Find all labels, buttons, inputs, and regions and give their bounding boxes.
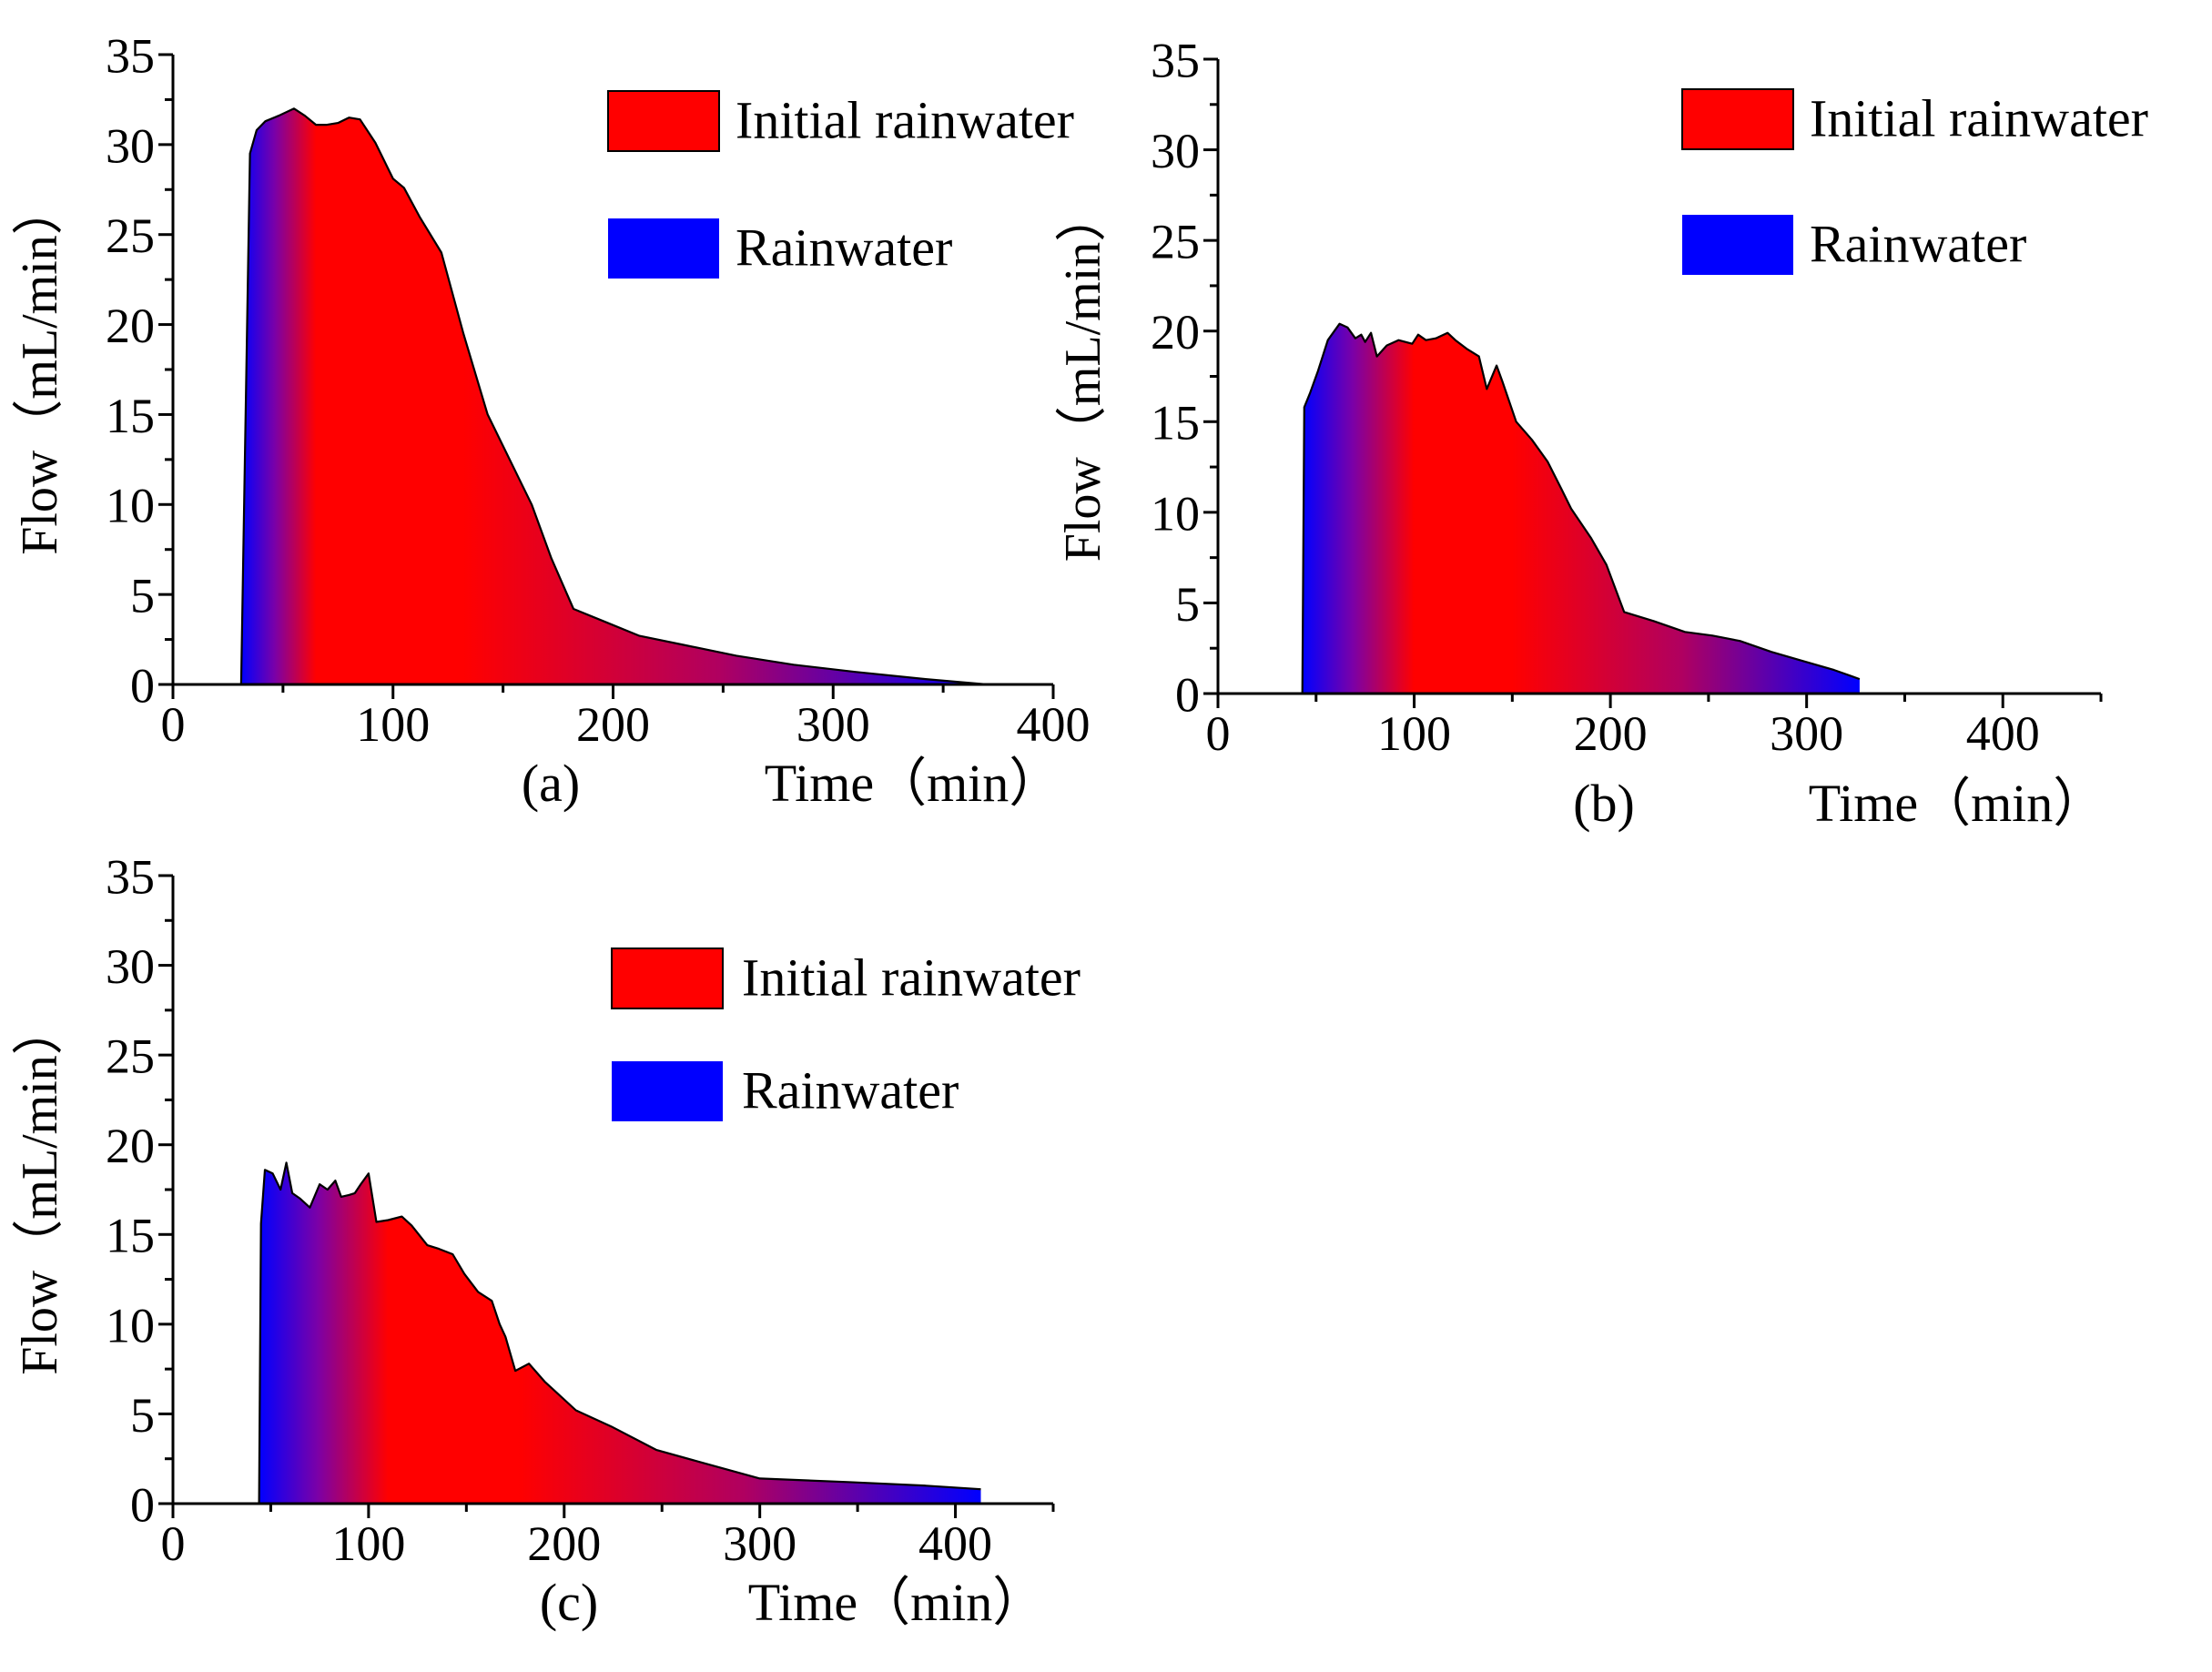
flow-outline (239, 107, 988, 686)
x-tick-label: 200 (1574, 706, 1648, 761)
chart-panel-c: 0 5 10 15 20 25 30 35 0 100 200 300 400 Flow（mL/min） (… (12, 849, 1081, 1632)
y-tick-label: 20 (106, 299, 155, 353)
legend-label-rainwater: Rainwater (736, 218, 952, 277)
y-tick-label: 5 (130, 569, 155, 623)
y-axis-label: Flow（mL/min） (12, 184, 68, 555)
y-tick-label: 30 (106, 118, 155, 173)
y-tick-label: 15 (1151, 396, 1200, 451)
legend-label-initial-rainwater: Initial rainwater (1810, 88, 2148, 147)
legend-swatch-rainwater (612, 1061, 723, 1121)
y-tick-label: 5 (130, 1388, 155, 1443)
y-tick-label: 30 (1151, 124, 1200, 178)
legend-swatch-initial-rainwater (1681, 88, 1794, 150)
chart-panel-b: 0 5 10 15 20 25 30 35 0 100 200 300 400 Flow（mL/min） (… (1055, 33, 2148, 833)
chart-panel-a: 0 5 10 15 20 25 30 35 0 100 200 300 400 Flow（mL/min） (… (12, 28, 1091, 813)
y-axis-label: Flow（mL/min） (12, 1004, 68, 1375)
y-tick-label: 15 (106, 389, 155, 443)
y-axis-label: Flow（mL/min） (1055, 191, 1111, 562)
panel-label: (a) (522, 754, 580, 813)
y-tick-label: 20 (1151, 305, 1200, 360)
x-tick-label: 400 (1017, 697, 1091, 752)
y-tick-label: 20 (106, 1119, 155, 1173)
y-tick-label: 15 (106, 1209, 155, 1263)
x-tick-label: 0 (161, 1516, 186, 1571)
y-tick-label: 25 (106, 1029, 155, 1084)
y-tick-label: 10 (106, 1298, 155, 1353)
flow-outline (1301, 322, 1861, 694)
legend-swatch-rainwater (608, 218, 719, 279)
x-tick-label: 300 (1770, 706, 1843, 761)
x-axis-label: Time（min） (1809, 774, 2106, 833)
x-tick-label: 300 (723, 1516, 797, 1571)
flow-area (1302, 323, 1860, 694)
x-axis-label: Time（min） (748, 1573, 1046, 1632)
panel-label: (c) (540, 1573, 598, 1632)
y-tick-label: 0 (130, 658, 155, 713)
legend-label-rainwater: Rainwater (1810, 214, 2026, 273)
y-tick-label: 30 (106, 939, 155, 994)
y-tick-label: 35 (106, 28, 155, 83)
legend-swatch-initial-rainwater (611, 947, 724, 1009)
x-tick-label: 100 (1377, 706, 1451, 761)
legend-label-initial-rainwater: Initial rainwater (742, 947, 1081, 1007)
x-tick-label: 200 (527, 1516, 601, 1571)
legend-label-initial-rainwater: Initial rainwater (736, 90, 1074, 149)
y-tick-label: 10 (106, 479, 155, 533)
panel-label: (b) (1573, 774, 1635, 833)
y-tick-label: 10 (1151, 486, 1200, 541)
y-tick-label: 0 (130, 1477, 155, 1532)
x-tick-label: 400 (918, 1516, 992, 1571)
legend-swatch-initial-rainwater (607, 90, 720, 152)
x-tick-label: 0 (1206, 706, 1231, 761)
x-tick-label: 0 (161, 697, 186, 752)
y-tick-label: 25 (106, 208, 155, 263)
flow-outline (258, 1161, 981, 1505)
x-tick-label: 300 (797, 697, 870, 752)
x-tick-label: 200 (576, 697, 650, 752)
y-tick-label: 5 (1175, 577, 1200, 632)
y-tick-label: 35 (1151, 33, 1200, 87)
x-tick-label: 100 (331, 1516, 405, 1571)
x-tick-label: 400 (1966, 706, 2040, 761)
y-tick-label: 35 (106, 849, 155, 904)
y-tick-label: 0 (1175, 667, 1200, 722)
legend-label-rainwater: Rainwater (742, 1060, 959, 1120)
x-tick-label: 100 (356, 697, 430, 752)
y-tick-label: 25 (1151, 215, 1200, 269)
legend-swatch-rainwater (1682, 215, 1793, 275)
x-axis-label: Time（min） (765, 754, 1062, 813)
flow-area (259, 1162, 981, 1504)
flow-area (240, 108, 988, 685)
